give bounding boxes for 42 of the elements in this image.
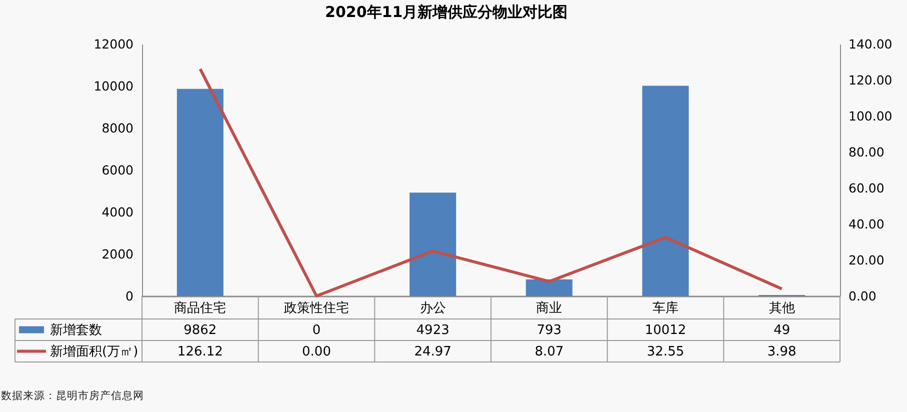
y-tick-label: 6000 — [102, 162, 134, 178]
data-label: 0 — [312, 322, 321, 338]
x-tick-label: 商品住宅 — [174, 300, 226, 316]
x-tick-label: 商业 — [536, 301, 562, 316]
source-note: 数据来源：昆明市房产信息网 — [1, 389, 144, 402]
y2-tick-label: 100.00 — [848, 108, 892, 124]
data-label: 0.00 — [302, 344, 331, 360]
x-tick-label: 车库 — [652, 301, 678, 316]
legend-label: 新增面积(万㎡) — [50, 344, 138, 360]
y-tick-label: 2000 — [102, 246, 134, 262]
data-label: 9862 — [184, 322, 217, 338]
y-tick-label: 8000 — [102, 120, 134, 136]
y2-tick-label: 120.00 — [848, 72, 892, 88]
y-tick-label: 10000 — [94, 78, 134, 94]
bar — [642, 86, 689, 296]
x-tick-label: 办公 — [420, 301, 446, 316]
data-label: 3.98 — [767, 344, 796, 360]
data-label: 49 — [774, 322, 790, 338]
data-label: 10012 — [644, 322, 686, 338]
y-tick-label: 0 — [126, 288, 134, 304]
legend-label: 新增套数 — [50, 322, 102, 338]
bar — [526, 279, 572, 296]
x-tick-label: 政策性住宅 — [284, 300, 349, 316]
y2-tick-label: 60.00 — [848, 180, 884, 196]
data-label: 24.97 — [414, 344, 452, 360]
y2-tick-label: 40.00 — [848, 216, 884, 232]
y-tick-label: 12000 — [94, 36, 134, 52]
data-label: 32.55 — [646, 344, 684, 360]
line-series — [198, 67, 784, 298]
y2-tick-label: 0.00 — [848, 288, 876, 304]
x-tick-label: 其他 — [768, 301, 795, 316]
bar — [410, 192, 456, 296]
y-tick-label: 4000 — [102, 204, 134, 220]
chart-title: 2020年11月新增供应分物业对比图 — [325, 3, 568, 21]
y2-tick-label: 140.00 — [848, 36, 892, 52]
y2-tick-label: 80.00 — [848, 144, 884, 160]
data-label: 126.12 — [177, 344, 223, 360]
data-label: 793 — [536, 322, 562, 338]
data-label: 4923 — [416, 322, 450, 338]
bar — [176, 88, 224, 296]
data-label: 8.07 — [534, 344, 564, 360]
y2-tick-label: 20.00 — [848, 252, 884, 268]
